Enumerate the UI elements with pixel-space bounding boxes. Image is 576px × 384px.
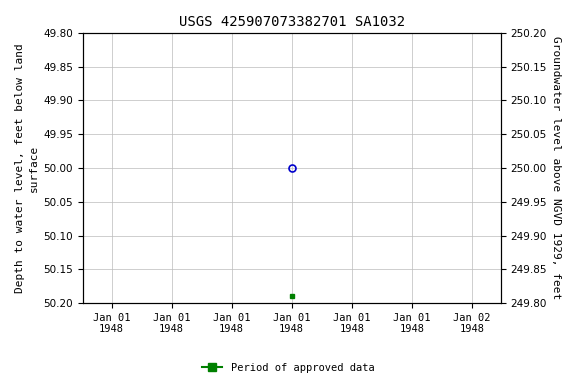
Legend: Period of approved data: Period of approved data xyxy=(198,359,378,377)
Title: USGS 425907073382701 SA1032: USGS 425907073382701 SA1032 xyxy=(179,15,405,29)
Y-axis label: Depth to water level, feet below land
surface: Depth to water level, feet below land su… xyxy=(15,43,39,293)
Y-axis label: Groundwater level above NGVD 1929, feet: Groundwater level above NGVD 1929, feet xyxy=(551,36,561,300)
